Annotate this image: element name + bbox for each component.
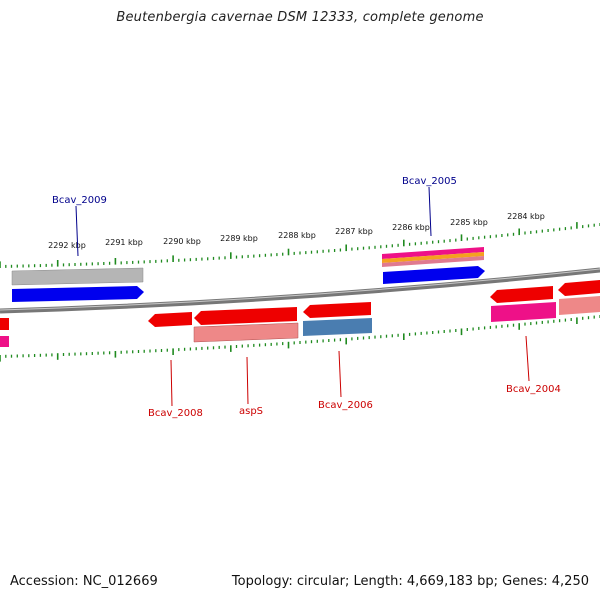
cds-arrow-bcav-2006[interactable] (303, 302, 371, 318)
cds-arrow-bcav-2005[interactable] (383, 266, 485, 284)
label-asps[interactable]: aspS (239, 406, 263, 417)
scale-label: 2284 kbp (507, 212, 545, 221)
cds-arrow-left-edge[interactable] (0, 318, 9, 330)
cds-arrow-right-edge[interactable] (558, 280, 600, 296)
label-bcav-2004[interactable]: Bcav_2004 (506, 384, 561, 395)
forward-features (11, 247, 485, 302)
scale-label: 2292 kbp (48, 241, 86, 250)
rna-block-left-edge[interactable] (0, 336, 9, 347)
label-bcav-2009[interactable]: Bcav_2009 (52, 195, 107, 206)
leader-bcav-2006 (338, 350, 342, 398)
label-leaders (75, 186, 530, 407)
leader-bcav-2008 (170, 359, 173, 407)
cds-arrow-bcav-2004[interactable] (490, 286, 553, 303)
rna-block-pink[interactable] (382, 256, 484, 267)
inner-tick-ring (0, 315, 600, 362)
scale-label: 2285 kbp (450, 218, 488, 227)
leader-bcav-2004 (525, 335, 530, 382)
label-bcav-2005[interactable]: Bcav_2005 (402, 176, 457, 187)
gene-block-grey[interactable] (11, 267, 144, 286)
scale-label: 2289 kbp (220, 234, 258, 243)
genome-summary: Topology: circular; Length: 4,669,183 bp… (231, 574, 589, 589)
gene-block-asps[interactable] (193, 322, 299, 343)
label-bcav-2008[interactable]: Bcav_2008 (148, 408, 203, 419)
gene-block-right-edge[interactable] (559, 296, 600, 315)
gene-block-bcav-2004[interactable] (491, 302, 556, 322)
scale-label: 2288 kbp (278, 231, 316, 240)
rna-block-orange[interactable] (382, 252, 484, 263)
scale-label: 2291 kbp (105, 238, 143, 247)
scale-label: 2286 kbp (392, 223, 430, 232)
scale-labels: 2292 kbp 2291 kbp 2290 kbp 2289 kbp 2288 kbp… (48, 212, 545, 250)
reverse-features (0, 280, 600, 347)
cds-arrow-asps[interactable] (194, 307, 297, 325)
scale-label: 2287 kbp (335, 227, 373, 236)
label-bcav-2006[interactable]: Bcav_2006 (318, 400, 373, 411)
leader-bcav-2005 (428, 186, 432, 237)
genome-title: Beutenbergia cavernae DSM 12333, complet… (116, 10, 484, 25)
rna-block-stack[interactable] (382, 247, 484, 259)
genome-backbone (0, 267, 600, 314)
genome-backbone-highlight (0, 268, 600, 311)
gene-labels: Bcav_2009 Bcav_2005 Bcav_2008 aspS Bcav_… (52, 176, 561, 419)
cds-arrow-bcav-2009[interactable] (12, 286, 144, 302)
accession-label: Accession: NC_012669 (10, 574, 158, 589)
scale-label: 2290 kbp (163, 237, 201, 246)
gene-block-bcav-2006[interactable] (303, 318, 372, 336)
leader-bcav-2009 (75, 205, 79, 257)
outer-tick-ring (0, 222, 600, 268)
leader-asps (246, 356, 249, 405)
cds-arrow-bcav-2008[interactable] (148, 312, 192, 327)
